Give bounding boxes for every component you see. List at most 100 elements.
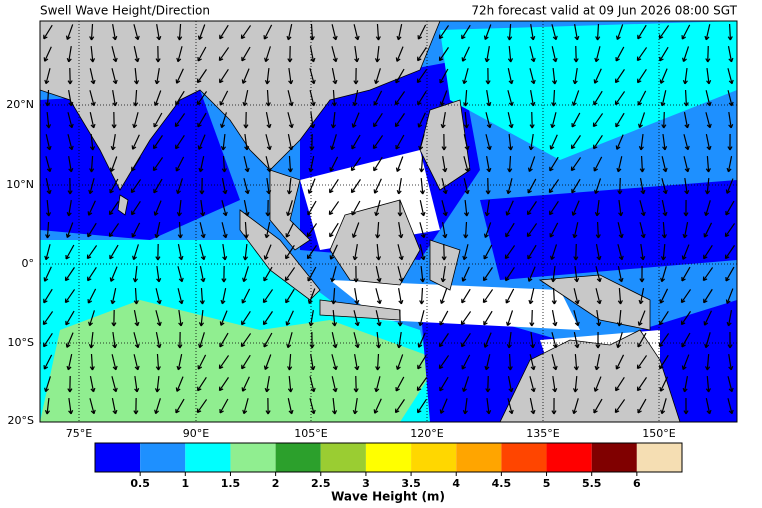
- swell-arrow: [156, 24, 162, 41]
- swell-arrow: [108, 223, 120, 238]
- swell-arrow: [89, 353, 95, 371]
- swell-arrow: [175, 134, 185, 150]
- swell-arrow: [133, 89, 139, 107]
- swell-arrow: [154, 375, 161, 393]
- swell-arrow: [375, 221, 381, 239]
- swell-arrow: [351, 112, 360, 128]
- swell-arrow: [484, 46, 490, 63]
- swell-arrow: [637, 332, 647, 348]
- colorbar-tick-label: 1: [181, 477, 189, 490]
- swell-arrow: [109, 156, 118, 172]
- swell-arrow: [396, 178, 402, 195]
- swell-arrow: [45, 178, 52, 195]
- swell-arrow: [681, 244, 690, 260]
- swell-arrow: [372, 135, 384, 150]
- swell-arrow: [375, 243, 382, 261]
- swell-arrow: [197, 376, 207, 392]
- swell-arrow: [45, 134, 52, 151]
- swell-arrow: [661, 156, 668, 173]
- swell-arrow: [528, 288, 535, 305]
- swell-arrow: [263, 24, 273, 40]
- swell-arrow: [442, 222, 448, 239]
- swell-arrow: [682, 67, 688, 85]
- swell-arrow: [527, 266, 536, 282]
- swell-arrow: [638, 133, 644, 151]
- swell-arrow: [551, 287, 557, 305]
- swell-arrow: [680, 289, 692, 304]
- swell-arrow: [594, 178, 602, 195]
- swell-arrow: [199, 266, 206, 283]
- swell-arrow: [438, 25, 450, 40]
- swell-arrow: [134, 375, 140, 393]
- swell-arrow: [615, 46, 625, 62]
- swell-arrow: [417, 90, 427, 106]
- swell-arrow: [594, 46, 601, 63]
- swell-arrow: [683, 156, 690, 173]
- colorbar-tick-label: 0.5: [130, 477, 150, 490]
- swell-arrow: [593, 90, 603, 106]
- swell-arrow: [463, 89, 469, 107]
- colorbar-swatch: [365, 443, 412, 472]
- swell-arrow: [548, 179, 560, 194]
- swell-arrow: [89, 398, 96, 415]
- swell-arrow: [243, 178, 250, 195]
- swell-arrow: [615, 112, 625, 128]
- swell-arrow: [174, 113, 186, 128]
- swell-arrow: [658, 25, 670, 40]
- swell-arrow: [330, 111, 337, 129]
- swell-arrow: [265, 112, 272, 129]
- swell-arrow: [617, 177, 623, 195]
- swell-arrow: [637, 24, 647, 40]
- swell-arrow: [44, 244, 51, 261]
- swell-arrow: [573, 332, 580, 349]
- swell-arrow: [306, 245, 317, 260]
- swell-arrow: [88, 331, 94, 349]
- swell-arrow: [287, 375, 294, 393]
- swell-arrow: [419, 200, 426, 217]
- swell-arrow: [68, 397, 74, 415]
- swell-arrow: [66, 46, 72, 63]
- swell-arrow: [417, 332, 426, 348]
- swell-arrow: [306, 223, 318, 238]
- swell-arrow: [89, 133, 96, 151]
- swell-arrow: [397, 199, 403, 217]
- swell-arrow: [705, 45, 711, 63]
- swell-arrow: [662, 133, 668, 151]
- swell-arrow: [89, 45, 96, 63]
- swell-arrow: [661, 221, 667, 239]
- colorbar-tick-label: 6: [633, 477, 641, 490]
- swell-arrow: [484, 354, 491, 371]
- swell-arrow: [87, 222, 97, 238]
- colorbar-tick-label: 4.5: [492, 477, 512, 490]
- colorbar-tick-label: 3.5: [401, 477, 421, 490]
- swell-arrow: [482, 267, 493, 282]
- swell-arrow: [175, 68, 184, 84]
- swell-arrow: [241, 376, 250, 392]
- swell-arrow: [265, 134, 272, 151]
- swell-arrow: [529, 46, 536, 63]
- swell-arrow: [507, 398, 514, 415]
- swell-arrow: [200, 199, 206, 217]
- swell-arrow: [704, 200, 711, 217]
- swell-arrow: [727, 398, 734, 415]
- swell-arrow: [486, 90, 492, 107]
- swell-arrow: [176, 199, 182, 217]
- swell-arrow: [551, 310, 558, 327]
- swell-arrow: [287, 134, 294, 151]
- swell-arrow: [132, 265, 138, 283]
- swell-arrow: [505, 288, 515, 304]
- swell-arrow: [617, 222, 624, 239]
- swell-arrow: [240, 25, 252, 40]
- swell-arrow: [639, 200, 646, 217]
- swell-arrow: [287, 45, 293, 63]
- swell-arrow: [684, 177, 690, 195]
- swell-arrow: [461, 354, 471, 370]
- swell-arrow: [529, 354, 536, 371]
- swell-arrow: [726, 156, 733, 173]
- swell-arrow: [263, 266, 273, 282]
- swell-arrow: [266, 177, 272, 195]
- swell-arrow: [353, 332, 360, 349]
- swell-arrow: [373, 398, 382, 414]
- swell-arrow: [66, 200, 72, 217]
- swell-arrow: [661, 200, 668, 217]
